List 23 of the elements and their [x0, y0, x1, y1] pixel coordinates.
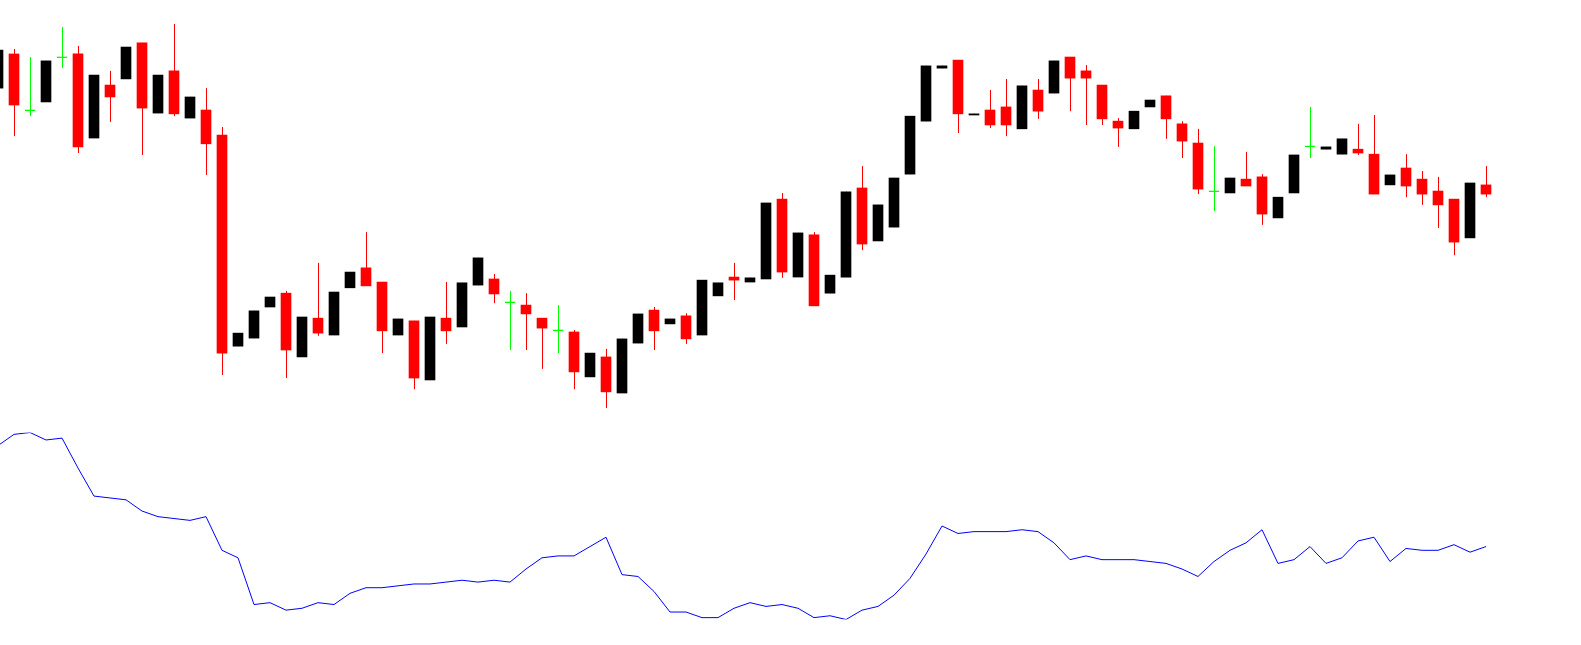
candlestick	[488, 273, 500, 304]
candlestick	[984, 89, 996, 129]
candlestick	[360, 231, 372, 287]
candlestick	[1064, 56, 1076, 112]
candlestick	[56, 26, 68, 69]
candlestick	[680, 312, 692, 345]
candlestick	[440, 281, 452, 345]
candlestick	[1000, 78, 1012, 137]
candlestick	[552, 304, 564, 354]
candlestick	[24, 56, 36, 117]
candlestick	[1160, 95, 1172, 140]
candlestick	[648, 306, 660, 351]
candlestick	[1032, 78, 1044, 120]
candlestick	[1304, 106, 1316, 159]
candlestick	[1400, 153, 1412, 198]
candlestick	[504, 290, 516, 351]
candlestick	[824, 274, 836, 294]
candlestick	[1208, 145, 1220, 212]
candlestick	[312, 262, 324, 337]
candlestick	[1272, 196, 1284, 219]
candlestick	[1416, 170, 1428, 206]
candlestick	[1432, 176, 1444, 229]
candlestick	[104, 70, 116, 123]
